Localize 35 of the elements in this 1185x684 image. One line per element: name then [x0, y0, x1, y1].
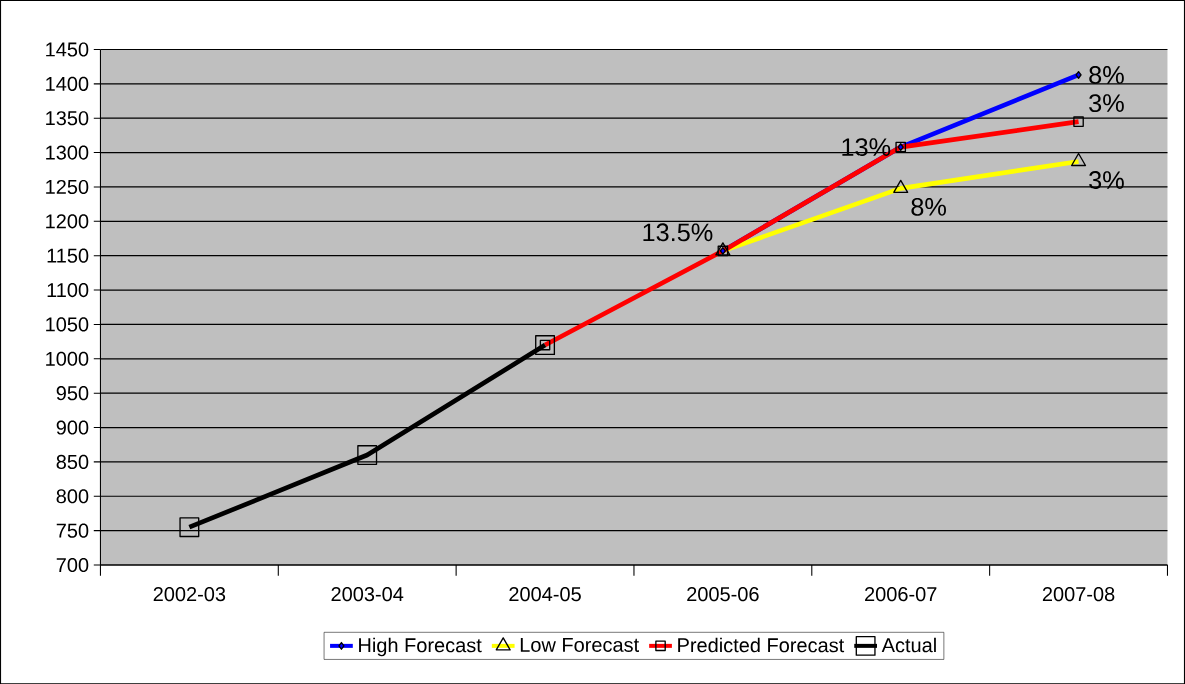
- y-tick-label: 1100: [47, 282, 89, 297]
- annotation: 13.5%: [643, 223, 713, 242]
- y-tick-label: 850: [56, 454, 89, 469]
- annotation: 13%: [842, 137, 891, 156]
- y-tick-label: 950: [56, 385, 89, 401]
- y-tick-label: 750: [56, 523, 89, 538]
- x-tick-label: 2003-04: [331, 586, 404, 601]
- y-tick-label: 1150: [47, 248, 89, 263]
- y-tick-label: 700: [56, 557, 89, 572]
- y-tick-label: 800: [56, 488, 89, 504]
- annotation: 8%: [911, 197, 946, 216]
- legend-label: High Forecast: [359, 637, 482, 657]
- x-tick-label: 2007-08: [1042, 586, 1115, 601]
- y-tick-label: 1000: [46, 351, 89, 366]
- annotation: 3%: [1089, 93, 1124, 112]
- y-tick-label: 1400: [46, 76, 89, 91]
- annotation: 3%: [1089, 170, 1124, 189]
- legend-label: Low Forecast: [520, 637, 639, 652]
- x-tick-label: 2005-06: [687, 586, 759, 601]
- y-tick-label: 1050: [46, 317, 89, 332]
- x-tick-label: 2006-07: [865, 586, 937, 601]
- x-tick-label: 2002-03: [153, 586, 226, 601]
- y-tick-label: 1200: [46, 214, 89, 229]
- y-tick-label: 1350: [46, 110, 89, 126]
- annotation: 8%: [1089, 65, 1124, 84]
- point: [1075, 70, 1082, 79]
- y-tick-label: 1450: [46, 42, 89, 57]
- point: [357, 444, 378, 465]
- x-tick-label: 2004-05: [509, 586, 581, 601]
- point: [179, 516, 200, 537]
- legend-label: Actual: [881, 637, 936, 653]
- y-tick-label: 1250: [46, 179, 89, 194]
- y-tick-label: 1300: [46, 145, 89, 160]
- y-tick-label: 900: [56, 420, 89, 435]
- legend-label: Predicted Forecast: [678, 637, 845, 653]
